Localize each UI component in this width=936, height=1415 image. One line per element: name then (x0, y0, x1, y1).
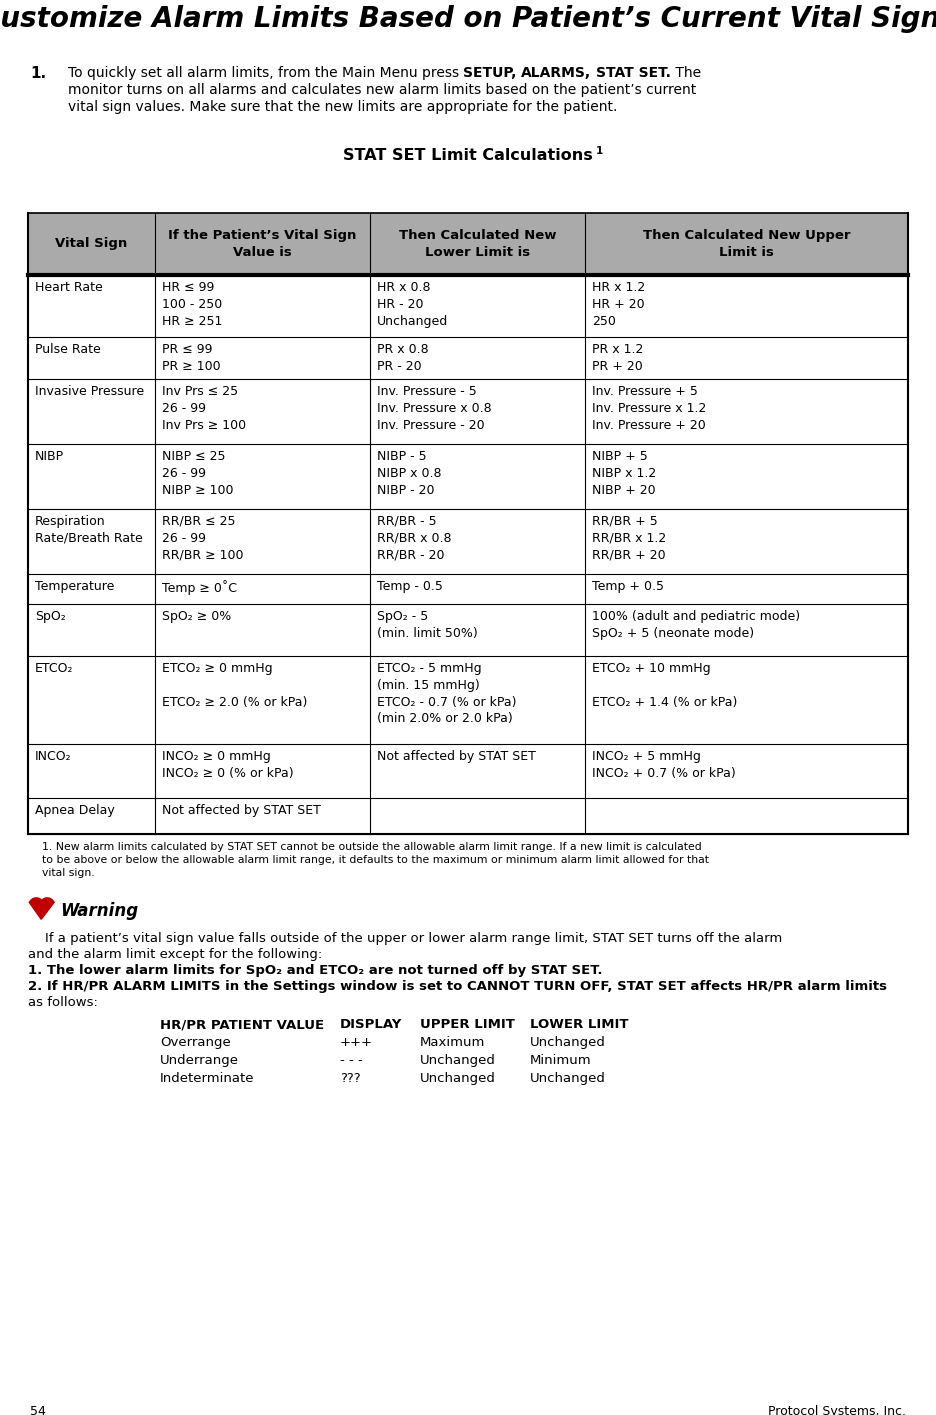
Text: SpO₂ - 5
(min. limit 50%): SpO₂ - 5 (min. limit 50%) (377, 610, 477, 640)
Text: Overrange: Overrange (160, 1036, 231, 1049)
Text: Unchanged: Unchanged (420, 1073, 496, 1085)
Text: To quickly set all alarm limits, from the Main Menu press: To quickly set all alarm limits, from th… (68, 67, 463, 81)
Text: Temp - 0.5: Temp - 0.5 (377, 580, 443, 593)
Text: STAT SET.: STAT SET. (595, 67, 670, 81)
Text: Then Calculated New
Lower Limit is: Then Calculated New Lower Limit is (399, 229, 556, 259)
Text: RR/BR + 5
RR/BR x 1.2
RR/BR + 20: RR/BR + 5 RR/BR x 1.2 RR/BR + 20 (592, 515, 666, 562)
Bar (28, 214, 908, 275)
Text: ETCO₂ + 10 mmHg

ETCO₂ + 1.4 (% or kPa): ETCO₂ + 10 mmHg ETCO₂ + 1.4 (% or kPa) (592, 662, 738, 709)
Text: vital sign values. Make sure that the new limits are appropriate for the patient: vital sign values. Make sure that the ne… (68, 100, 618, 115)
Text: SETUP,: SETUP, (463, 67, 517, 81)
Text: UPPER LIMIT: UPPER LIMIT (420, 1017, 515, 1032)
Text: 1. New alarm limits calculated by STAT SET cannot be outside the allowable alarm: 1. New alarm limits calculated by STAT S… (28, 842, 702, 852)
Text: Not affected by STAT SET: Not affected by STAT SET (162, 804, 321, 816)
Text: Respiration
Rate/Breath Rate: Respiration Rate/Breath Rate (35, 515, 143, 545)
Text: Inv. Pressure - 5
Inv. Pressure x 0.8
Inv. Pressure - 20: Inv. Pressure - 5 Inv. Pressure x 0.8 In… (377, 385, 491, 432)
Text: Temp ≥ 0˚C: Temp ≥ 0˚C (162, 580, 237, 594)
Text: Inv. Pressure + 5
Inv. Pressure x 1.2
Inv. Pressure + 20: Inv. Pressure + 5 Inv. Pressure x 1.2 In… (592, 385, 707, 432)
Text: Then Calculated New Upper
Limit is: Then Calculated New Upper Limit is (643, 229, 850, 259)
Text: INCO₂ + 5 mmHg
INCO₂ + 0.7 (% or kPa): INCO₂ + 5 mmHg INCO₂ + 0.7 (% or kPa) (592, 750, 736, 780)
Text: RR/BR - 5
RR/BR x 0.8
RR/BR - 20: RR/BR - 5 RR/BR x 0.8 RR/BR - 20 (377, 515, 451, 562)
Text: Warning: Warning (61, 901, 139, 920)
Text: Temperature: Temperature (35, 580, 114, 593)
Text: PR ≤ 99
PR ≥ 100: PR ≤ 99 PR ≥ 100 (162, 342, 221, 372)
Text: Apnea Delay: Apnea Delay (35, 804, 115, 816)
Text: STAT SET Limit Calculations: STAT SET Limit Calculations (344, 149, 592, 163)
Text: Underrange: Underrange (160, 1054, 239, 1067)
Polygon shape (29, 901, 54, 920)
Text: Temp + 0.5: Temp + 0.5 (592, 580, 664, 593)
Text: LOWER LIMIT: LOWER LIMIT (530, 1017, 628, 1032)
Polygon shape (40, 899, 53, 908)
Text: 54: 54 (30, 1405, 46, 1415)
Text: NIBP - 5
NIBP x 0.8
NIBP - 20: NIBP - 5 NIBP x 0.8 NIBP - 20 (377, 450, 442, 497)
Text: 1.: 1. (30, 67, 46, 81)
Text: +++: +++ (340, 1036, 373, 1049)
Text: Invasive Pressure: Invasive Pressure (35, 385, 144, 398)
Text: INCO₂: INCO₂ (35, 750, 72, 763)
Text: and the alarm limit except for the following:: and the alarm limit except for the follo… (28, 948, 322, 961)
Text: DISPLAY: DISPLAY (340, 1017, 402, 1032)
Text: ETCO₂ ≥ 0 mmHg

ETCO₂ ≥ 2.0 (% or kPa): ETCO₂ ≥ 0 mmHg ETCO₂ ≥ 2.0 (% or kPa) (162, 662, 307, 709)
Text: RR/BR ≤ 25
26 - 99
RR/BR ≥ 100: RR/BR ≤ 25 26 - 99 RR/BR ≥ 100 (162, 515, 243, 562)
Text: to be above or below the allowable alarm limit range, it defaults to the maximum: to be above or below the allowable alarm… (28, 855, 709, 865)
Text: Minimum: Minimum (530, 1054, 592, 1067)
Text: If a patient’s vital sign value falls outside of the upper or lower alarm range : If a patient’s vital sign value falls ou… (28, 932, 782, 945)
Text: Unchanged: Unchanged (530, 1073, 606, 1085)
Text: 100% (adult and pediatric mode)
SpO₂ + 5 (neonate mode): 100% (adult and pediatric mode) SpO₂ + 5… (592, 610, 800, 640)
Text: HR x 0.8
HR - 20
Unchanged: HR x 0.8 HR - 20 Unchanged (377, 282, 448, 328)
Text: 1: 1 (596, 146, 603, 156)
Text: ETCO₂ - 5 mmHg
(min. 15 mmHg)
ETCO₂ - 0.7 (% or kPa)
(min 2.0% or 2.0 kPa): ETCO₂ - 5 mmHg (min. 15 mmHg) ETCO₂ - 0.… (377, 662, 517, 726)
Text: Vital Sign: Vital Sign (55, 238, 127, 250)
Text: Unchanged: Unchanged (420, 1054, 496, 1067)
Polygon shape (30, 899, 43, 908)
Text: HR ≤ 99
100 - 250
HR ≥ 251: HR ≤ 99 100 - 250 HR ≥ 251 (162, 282, 223, 328)
Text: ALARMS,: ALARMS, (521, 67, 592, 81)
Text: SpO₂ ≥ 0%: SpO₂ ≥ 0% (162, 610, 231, 623)
Text: Pulse Rate: Pulse Rate (35, 342, 101, 357)
Text: NIBP + 5
NIBP x 1.2
NIBP + 20: NIBP + 5 NIBP x 1.2 NIBP + 20 (592, 450, 656, 497)
Text: Inv Prs ≤ 25
26 - 99
Inv Prs ≥ 100: Inv Prs ≤ 25 26 - 99 Inv Prs ≥ 100 (162, 385, 246, 432)
Text: Not affected by STAT SET: Not affected by STAT SET (377, 750, 536, 763)
Text: Protocol Systems, Inc.: Protocol Systems, Inc. (768, 1405, 906, 1415)
Text: NIBP ≤ 25
26 - 99
NIBP ≥ 100: NIBP ≤ 25 26 - 99 NIBP ≥ 100 (162, 450, 233, 497)
Text: HR x 1.2
HR + 20
250: HR x 1.2 HR + 20 250 (592, 282, 645, 328)
Text: Heart Rate: Heart Rate (35, 282, 103, 294)
Text: Customize Alarm Limits Based on Patient’s Current Vital Signs: Customize Alarm Limits Based on Patient’… (0, 6, 936, 33)
Text: 2. If HR/PR ALARM LIMITS in the Settings window is set to CANNOT TURN OFF, STAT : 2. If HR/PR ALARM LIMITS in the Settings… (28, 981, 887, 993)
Text: NIBP: NIBP (35, 450, 65, 463)
Text: Maximum: Maximum (420, 1036, 486, 1049)
Text: SpO₂: SpO₂ (35, 610, 66, 623)
Text: INCO₂ ≥ 0 mmHg
INCO₂ ≥ 0 (% or kPa): INCO₂ ≥ 0 mmHg INCO₂ ≥ 0 (% or kPa) (162, 750, 294, 780)
Text: The: The (670, 67, 701, 81)
Text: - - -: - - - (340, 1054, 363, 1067)
Text: PR x 1.2
PR + 20: PR x 1.2 PR + 20 (592, 342, 643, 372)
Text: PR x 0.8
PR - 20: PR x 0.8 PR - 20 (377, 342, 429, 372)
Text: monitor turns on all alarms and calculates new alarm limits based on the patient: monitor turns on all alarms and calculat… (68, 83, 696, 98)
Text: ???: ??? (340, 1073, 360, 1085)
Text: ETCO₂: ETCO₂ (35, 662, 74, 675)
Text: Unchanged: Unchanged (530, 1036, 606, 1049)
Text: as follows:: as follows: (28, 996, 98, 1009)
Text: vital sign.: vital sign. (28, 867, 95, 877)
Text: If the Patient’s Vital Sign
Value is: If the Patient’s Vital Sign Value is (168, 229, 357, 259)
Text: 1. The lower alarm limits for SpO₂ and ETCO₂ are not turned off by STAT SET.: 1. The lower alarm limits for SpO₂ and E… (28, 964, 603, 976)
Text: Indeterminate: Indeterminate (160, 1073, 255, 1085)
Text: HR/PR PATIENT VALUE: HR/PR PATIENT VALUE (160, 1017, 324, 1032)
